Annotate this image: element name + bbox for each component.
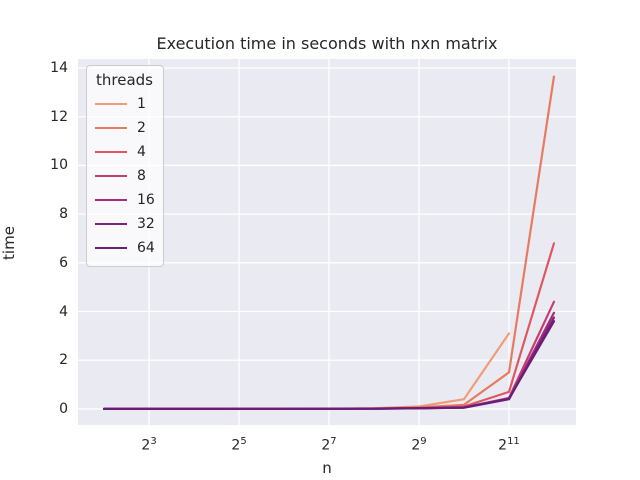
y-tick-label: 0	[59, 400, 68, 417]
legend-swatch	[95, 199, 127, 201]
legend-item-4-threads: 4	[95, 140, 155, 164]
y-tick-label: 2	[59, 352, 68, 369]
y-tick-label: 14	[50, 60, 68, 76]
y-tick-label: 8	[59, 206, 68, 223]
legend-swatch	[95, 223, 127, 225]
series-line-64-threads	[102, 320, 556, 410]
chart-title: Execution time in seconds with nxn matri…	[156, 34, 498, 53]
legend-label: 16	[137, 192, 155, 208]
y-tick-label: 12	[50, 108, 68, 125]
x-tick-label: 25	[231, 436, 247, 454]
x-tick-label: 211	[498, 436, 520, 454]
legend-swatch	[95, 247, 127, 249]
legend-label: 2	[137, 120, 146, 136]
legend-items: 1 2 4 8 16 32 64	[95, 92, 155, 260]
x-tick-label: 27	[321, 436, 337, 454]
legend-label: 64	[137, 240, 155, 256]
y-axis-label: time	[0, 226, 18, 260]
y-tick-label: 6	[59, 254, 68, 271]
legend-label: 1	[137, 96, 146, 112]
y-tick-label: 10	[50, 157, 68, 174]
y-tick-label: 4	[59, 303, 68, 320]
x-tick-label: 23	[141, 436, 157, 454]
legend-item-2-threads: 2	[95, 116, 155, 140]
legend-swatch	[95, 127, 127, 129]
legend-item-32-threads: 32	[95, 212, 155, 236]
legend: threads 1 2 4 8 16 32 64	[86, 65, 164, 267]
legend-label: 4	[137, 144, 146, 160]
legend-swatch	[95, 103, 127, 105]
legend-item-16-threads: 16	[95, 188, 155, 212]
legend-label: 32	[137, 216, 155, 232]
legend-swatch	[95, 175, 127, 177]
legend-item-64-threads: 64	[95, 236, 155, 260]
legend-item-8-threads: 8	[95, 164, 155, 188]
legend-label: 8	[137, 168, 146, 184]
legend-swatch	[95, 151, 127, 153]
legend-item-1-threads: 1	[95, 92, 155, 116]
x-axis-label: n	[322, 459, 332, 477]
x-tick-label: 29	[411, 436, 427, 454]
legend-title: threads	[96, 71, 153, 89]
series-line-1-threads	[102, 332, 511, 410]
